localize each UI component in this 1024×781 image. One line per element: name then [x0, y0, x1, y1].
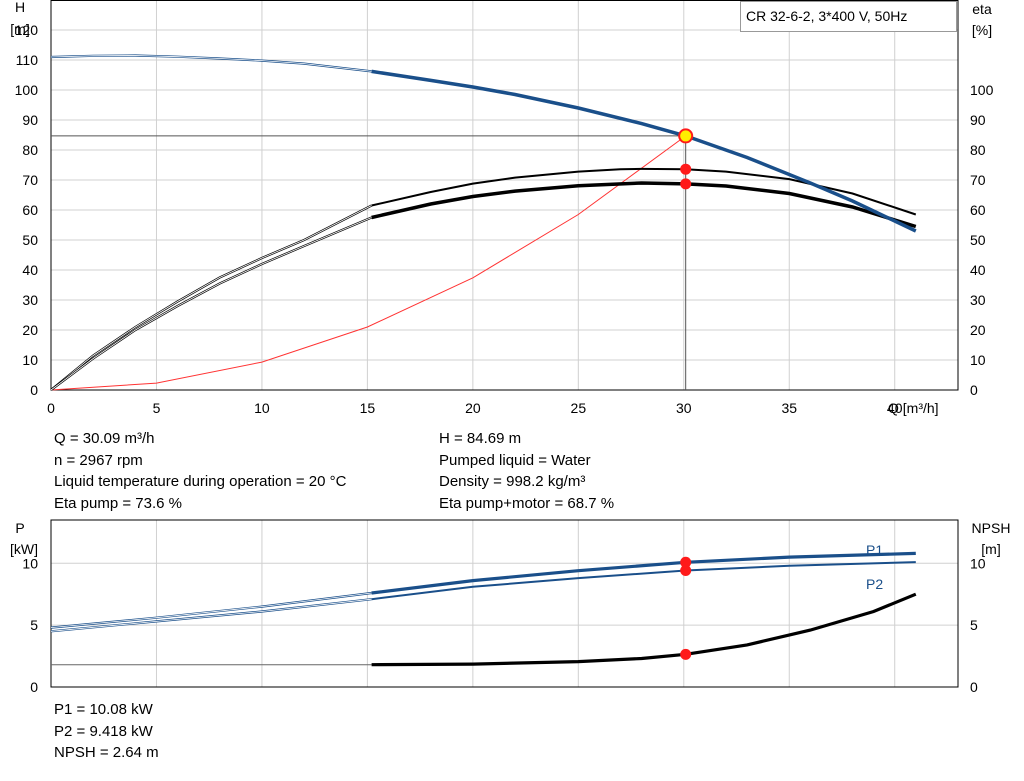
- x-tick-label: 40: [887, 400, 903, 416]
- eta-pump-curve-low: [50, 204, 373, 391]
- speed-value: n = 2967 rpm: [54, 451, 143, 469]
- x-tick-label: 35: [781, 400, 797, 416]
- y-tick-label: 50: [22, 232, 38, 248]
- y-tick-label: 110: [16, 52, 39, 68]
- y-right-axis-label: eta: [972, 1, 992, 17]
- p1-duty-marker: [680, 556, 692, 568]
- y-tick-label: 30: [22, 292, 38, 308]
- p-tick-label: 0: [30, 679, 38, 695]
- power-info: P1 = 10.08 kW P2 = 9.418 kW NPSH = 2.64 …: [54, 699, 159, 764]
- y-right-tick-label: 100: [970, 82, 994, 98]
- npsh-tick-label: 0: [970, 679, 978, 695]
- head-duty-marker: [678, 128, 694, 144]
- head-curve-low-inner: [50, 55, 372, 72]
- x-tick-label: 20: [465, 400, 481, 416]
- y-right-tick-label: 40: [970, 262, 986, 278]
- eta-total-curve: [371, 181, 917, 229]
- p2-series-label: P2: [866, 576, 883, 592]
- y-tick-label: 70: [22, 172, 38, 188]
- eta-pump-curve-low-inner: [50, 205, 372, 391]
- p-axis-label: P: [15, 520, 24, 536]
- y-right-tick-label: 90: [970, 112, 986, 128]
- p1-series-label: P1: [866, 542, 883, 558]
- npsh-value: NPSH = 2.64 m: [54, 744, 159, 761]
- eta-total-duty-marker: [680, 178, 692, 190]
- y-right-tick-label: 10: [970, 352, 986, 368]
- x-tick-label: 5: [153, 400, 161, 416]
- p2-curve: [371, 561, 916, 601]
- p-tick-label: 10: [22, 555, 38, 571]
- y-right-axis-unit: [%]: [972, 22, 992, 38]
- y-axis-unit: [m]: [10, 21, 29, 37]
- duty-info-left: Q = 30.09 m³/h n = 2967 rpm Liquid tempe…: [54, 428, 346, 514]
- duty-info-right: H = 84.69 m Pumped liquid = Water Densit…: [439, 428, 614, 514]
- npsh-duty-marker: [680, 648, 692, 660]
- npsh-axis-label: NPSH: [972, 520, 1011, 536]
- x-tick-label: 25: [571, 400, 587, 416]
- y-right-tick-label: 30: [970, 292, 986, 308]
- y-tick-label: 40: [22, 262, 38, 278]
- p1-curve-low: [50, 591, 372, 629]
- chart-title: CR 32-6-2, 3*400 V, 50Hz: [746, 8, 907, 24]
- y-right-tick-label: 70: [970, 172, 986, 188]
- npsh-axis-unit: [m]: [981, 541, 1000, 557]
- y-right-tick-label: 80: [970, 142, 986, 158]
- y-tick-label: 90: [22, 112, 38, 128]
- p2-value: P2 = 9.418 kW: [54, 722, 153, 740]
- title-box: [740, 1, 957, 32]
- eta-pump-value: Eta pump = 73.6 %: [54, 494, 182, 512]
- x-tick-label: 15: [360, 400, 376, 416]
- y-tick-label: 10: [22, 352, 38, 368]
- eta-total-curve-low: [50, 216, 373, 391]
- liquid-temperature-value: Liquid temperature during operation = 20…: [54, 473, 347, 490]
- density-value: Density = 998.2 kg/m³: [439, 473, 586, 490]
- y-right-tick-label: 50: [970, 232, 986, 248]
- p2-curve-low-inner: [50, 598, 372, 632]
- npsh-tick-label: 5: [970, 617, 978, 633]
- y-right-tick-label: 60: [970, 202, 986, 218]
- x-tick-label: 0: [47, 400, 55, 416]
- pumped-liquid-value: Pumped liquid = Water: [439, 451, 591, 469]
- x-axis-label: Q [m³/h]: [888, 400, 939, 416]
- p1-value: P1 = 10.08 kW: [54, 701, 153, 718]
- npsh-curve: [371, 592, 917, 667]
- x-tick-label: 30: [676, 400, 692, 416]
- eta-pump-curve: [371, 167, 917, 216]
- y-tick-label: 0: [30, 382, 38, 398]
- y-right-tick-label: 20: [970, 322, 986, 338]
- y-right-tick-label: 0: [970, 382, 978, 398]
- npsh-tick-label: 10: [970, 555, 986, 571]
- head-curve: [371, 69, 917, 233]
- y-tick-label: 60: [22, 202, 38, 218]
- plot-frame-top: [50, 0, 959, 391]
- y-tick-label: 100: [15, 82, 39, 98]
- p-tick-label: 5: [30, 617, 38, 633]
- eta-pump-duty-marker: [680, 163, 692, 175]
- plot-frame-bottom: [50, 519, 959, 688]
- y-tick-label: 80: [22, 142, 38, 158]
- y-axis-label: H: [15, 0, 25, 15]
- y-tick-label: 120: [15, 22, 39, 38]
- p1-curve: [371, 551, 916, 595]
- p2-duty-marker: [680, 564, 692, 576]
- flow-value: Q = 30.09 m³/h: [54, 430, 155, 447]
- p1-curve-low-inner: [50, 592, 372, 628]
- p-axis-unit: [kW]: [10, 541, 38, 557]
- system-curve: [50, 135, 686, 391]
- head-value: H = 84.69 m: [439, 430, 522, 447]
- eta-total-curve-low-inner: [50, 217, 372, 391]
- eta-total-value: Eta pump+motor = 68.7 %: [439, 494, 615, 512]
- y-tick-label: 20: [22, 322, 38, 338]
- x-tick-label: 10: [254, 400, 270, 416]
